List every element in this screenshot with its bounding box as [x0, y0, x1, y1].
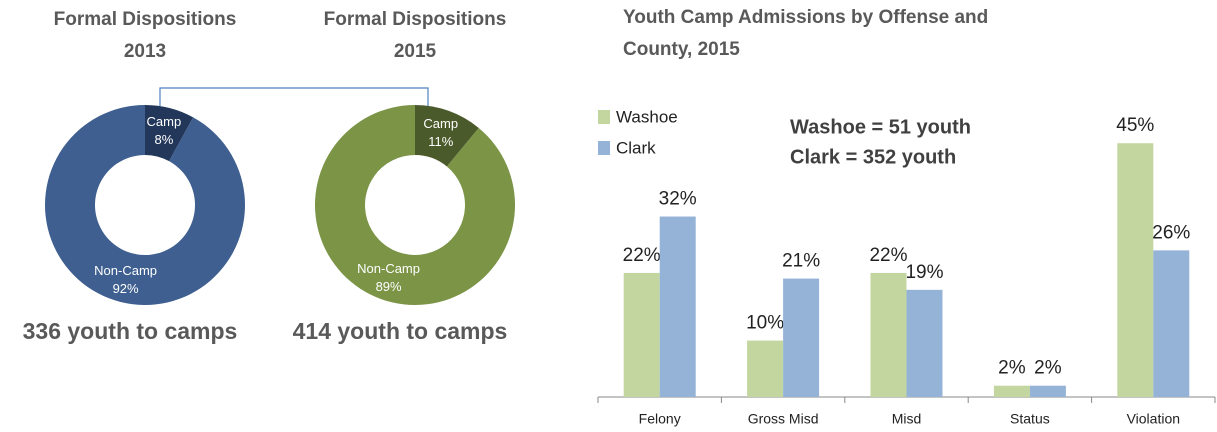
x-tick-label: Misd	[892, 411, 922, 427]
donut-slice	[44, 105, 245, 305]
slice-label: Camp	[147, 114, 182, 129]
connector	[159, 87, 429, 112]
bar	[659, 216, 696, 397]
legend-label: Clark	[616, 138, 656, 157]
bar	[906, 289, 943, 397]
chart-title: 2013	[124, 41, 166, 62]
data-label: 10%	[746, 313, 784, 334]
bar	[783, 278, 820, 397]
data-label: 21%	[782, 251, 820, 272]
bar	[1153, 250, 1190, 397]
donut-slice	[145, 105, 194, 162]
annotation: 336 youth to camps	[23, 318, 238, 344]
data-label: 2%	[998, 358, 1026, 379]
slice-value-label: 92%	[113, 281, 139, 296]
bar	[993, 385, 1030, 397]
annotation: Clark = 352 youth	[790, 146, 956, 168]
x-tick-label: Gross Misd	[748, 411, 819, 427]
legend-swatch	[598, 110, 610, 124]
data-label: 32%	[659, 189, 697, 210]
x-tick-label: Violation	[1127, 411, 1180, 427]
slice-label: Camp	[423, 116, 458, 131]
annotation: Washoe = 51 youth	[790, 116, 971, 138]
data-label: 22%	[869, 245, 907, 266]
annotation: 414 youth to camps	[293, 318, 508, 344]
chart-title: Formal Dispositions	[54, 9, 237, 30]
chart-title: County, 2015	[623, 39, 740, 60]
data-label: 22%	[623, 245, 661, 266]
slice-value-label: 11%	[428, 134, 453, 149]
slice-value-label: 8%	[155, 132, 174, 147]
data-label: 45%	[1116, 115, 1154, 136]
slice-value-label: 89%	[376, 279, 402, 294]
x-tick-label: Status	[1010, 411, 1050, 427]
legend-label: Washoe	[616, 107, 678, 126]
donut-slice	[314, 105, 515, 305]
bar	[1029, 385, 1066, 397]
data-label: 26%	[1152, 222, 1190, 243]
slice-label: Non-Camp	[94, 263, 157, 278]
chart-title: Youth Camp Admissions by Offense and	[623, 7, 988, 28]
chart-title: Formal Dispositions	[324, 9, 507, 30]
slice-label: Non-Camp	[357, 261, 420, 276]
donut-slice	[415, 105, 479, 167]
bar	[623, 272, 660, 397]
bar	[747, 340, 784, 397]
legend-swatch	[598, 141, 610, 155]
x-tick-label: Felony	[639, 411, 681, 427]
data-label: 2%	[1034, 358, 1062, 379]
bar	[1117, 143, 1154, 397]
data-label: 19%	[905, 262, 943, 283]
chart-title: 2015	[394, 41, 437, 62]
bar	[870, 272, 907, 397]
